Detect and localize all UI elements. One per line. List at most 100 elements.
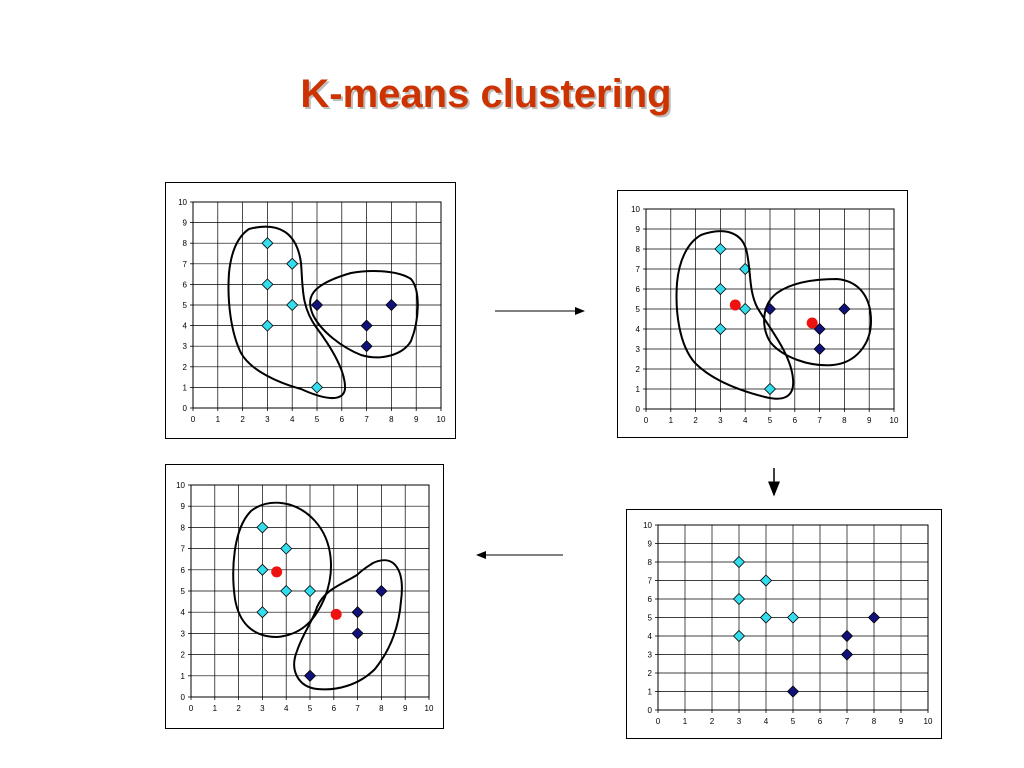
chart-panel-step-3: 0 1 2 3 4 5 6 7 8 9 10 0 1 2 3 4 5 6 7 8 9 10 [626,509,942,739]
data-point-light [286,298,299,312]
cluster-outline-right [309,270,419,359]
y-tick-label: 5 [183,301,188,310]
x-tick-label: 2 [710,717,715,726]
x-tick-label: 5 [768,416,773,425]
y-tick-label: 10 [643,521,652,530]
y-tick-label: 8 [183,239,188,248]
y-tick-label: 7 [648,577,653,586]
y-tick-label: 7 [181,545,186,554]
x-tick-label: 6 [818,717,823,726]
data-point-light [786,611,800,624]
x-tick-label: 0 [191,415,196,424]
x-tick-label: 8 [872,717,877,726]
scatter-plot-step-2: 0 1 2 3 4 5 6 7 8 9 10 0 1 2 3 4 5 6 7 8 9 10 [631,205,899,425]
y-tick-label: 3 [636,345,641,354]
x-tick-label: 2 [236,704,241,713]
y-tick-label: 6 [648,595,653,604]
scatter-plot-step-4: 0 1 2 3 4 5 6 7 8 9 10 0 1 2 3 4 5 6 7 8 9 10 [176,481,434,713]
y-tick-label: 9 [648,540,653,549]
x-tick-label: 7 [845,717,850,726]
data-point-dark [813,322,826,336]
x-tick-label: 7 [364,415,369,424]
x-tick-label: 8 [379,704,384,713]
data-point-light [310,381,324,394]
x-tick-label: 5 [791,717,796,726]
data-point-dark [786,685,800,698]
y-tick-label: 5 [636,305,641,314]
data-point-dark [375,584,388,598]
cluster-outline-left [227,225,347,399]
y-tick-label: 4 [181,608,186,617]
x-tick-label: 4 [284,704,289,713]
x-tick-label: 6 [332,704,337,713]
data-point-dark [310,298,324,312]
y-tick-label: 9 [181,502,186,511]
data-point-light [261,278,274,291]
y-tick-label: 9 [636,225,641,234]
y-tick-label: 10 [178,198,187,207]
data-point-dark [360,319,373,332]
y-tick-label: 8 [636,245,641,254]
y-tick-label: 3 [181,629,186,638]
data-point-dark [838,302,851,316]
y-tick-label: 4 [183,322,188,331]
y-tick-label: 10 [631,205,640,214]
x-tick-label: 7 [355,704,360,713]
y-tick-label: 1 [636,385,641,394]
scatter-plot-step-3: 0 1 2 3 4 5 6 7 8 9 10 0 1 2 3 4 5 6 7 8 9 10 [643,521,933,726]
x-tick-label: 9 [867,416,872,425]
x-tick-label: 1 [213,704,218,713]
y-tick-label: 2 [183,363,188,372]
y-tick-label: 0 [636,405,641,414]
x-tick-label: 8 [389,415,394,424]
x-tick-label: 4 [290,415,295,424]
x-tick-label: 9 [403,704,408,713]
y-tick-label: 4 [648,632,653,641]
x-tick-label: 6 [793,416,798,425]
data-point-light [256,563,269,576]
data-point-light [261,237,274,250]
y-tick-label: 2 [648,669,653,678]
data-point-light [714,282,727,296]
y-tick-label: 6 [181,566,186,575]
y-tick-label: 3 [648,651,653,660]
x-tick-label: 1 [683,717,688,726]
data-point-light [732,555,746,569]
data-point-light [256,606,269,619]
chart-panel-step-2: 0 1 2 3 4 5 6 7 8 9 10 0 1 2 3 4 5 6 7 8 9 10 [617,190,908,438]
x-tick-label: 1 [669,416,674,425]
x-tick-label: 3 [737,717,742,726]
y-tick-label: 1 [183,383,188,392]
y-tick-label: 2 [181,651,186,660]
slide-title: K-means clustering [300,72,672,116]
data-point-dark [351,627,364,640]
centroid-marker [729,299,741,311]
y-tick-label: 9 [183,219,188,228]
cluster-outline-left [675,230,795,400]
y-tick-label: 10 [176,481,185,490]
data-point-light [759,611,773,624]
data-point-dark [360,340,373,353]
x-tick-label: 5 [315,415,320,424]
x-tick-label: 5 [308,704,313,713]
y-tick-label: 1 [181,672,186,681]
y-tick-label: 7 [183,260,188,269]
x-tick-label: 0 [644,416,649,425]
x-tick-label: 4 [743,416,748,425]
data-point-dark [385,298,398,312]
data-point-light [763,382,777,396]
y-tick-label: 1 [648,688,653,697]
x-tick-label: 0 [656,717,661,726]
x-tick-label: 1 [216,415,221,424]
x-tick-label: 10 [425,704,434,713]
scatter-plot-step-1: 0 1 2 3 4 5 6 7 8 9 10 0 1 2 3 4 5 6 7 8 9 10 [178,198,446,424]
x-tick-label: 9 [899,717,904,726]
centroid-marker [271,566,283,578]
cluster-outline-right [293,559,403,691]
data-point-dark [351,606,364,619]
y-tick-label: 4 [636,325,641,334]
data-point-light [280,542,293,555]
data-point-dark [813,342,826,356]
data-point-light [286,257,299,270]
x-tick-label: 10 [924,717,933,726]
